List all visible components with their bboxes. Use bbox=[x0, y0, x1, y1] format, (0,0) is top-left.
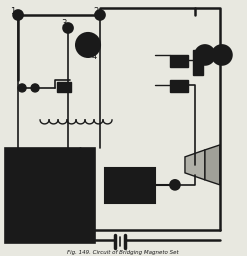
Text: 3: 3 bbox=[61, 19, 67, 28]
Circle shape bbox=[63, 23, 73, 33]
Text: Fig. 149. Circuit of Bridging Magneto Set: Fig. 149. Circuit of Bridging Magneto Se… bbox=[67, 250, 179, 255]
Polygon shape bbox=[185, 150, 205, 180]
Polygon shape bbox=[205, 145, 220, 185]
Circle shape bbox=[95, 10, 105, 20]
Bar bbox=[170, 55, 188, 67]
Circle shape bbox=[170, 180, 180, 190]
Circle shape bbox=[13, 10, 23, 20]
Circle shape bbox=[27, 172, 33, 178]
Text: 4: 4 bbox=[92, 52, 97, 61]
Circle shape bbox=[212, 45, 232, 65]
Circle shape bbox=[76, 33, 100, 57]
Circle shape bbox=[195, 45, 215, 65]
Bar bbox=[12, 155, 47, 185]
Bar bbox=[57, 82, 71, 92]
Bar bbox=[5, 148, 95, 243]
Bar bbox=[170, 80, 188, 92]
Bar bbox=[105, 168, 155, 203]
Bar bbox=[15, 205, 75, 230]
Text: 2: 2 bbox=[93, 7, 99, 16]
Circle shape bbox=[35, 172, 41, 178]
Circle shape bbox=[31, 84, 39, 92]
Text: 1: 1 bbox=[10, 7, 16, 16]
Circle shape bbox=[83, 40, 93, 50]
Bar bbox=[193, 50, 203, 75]
Circle shape bbox=[18, 84, 26, 92]
